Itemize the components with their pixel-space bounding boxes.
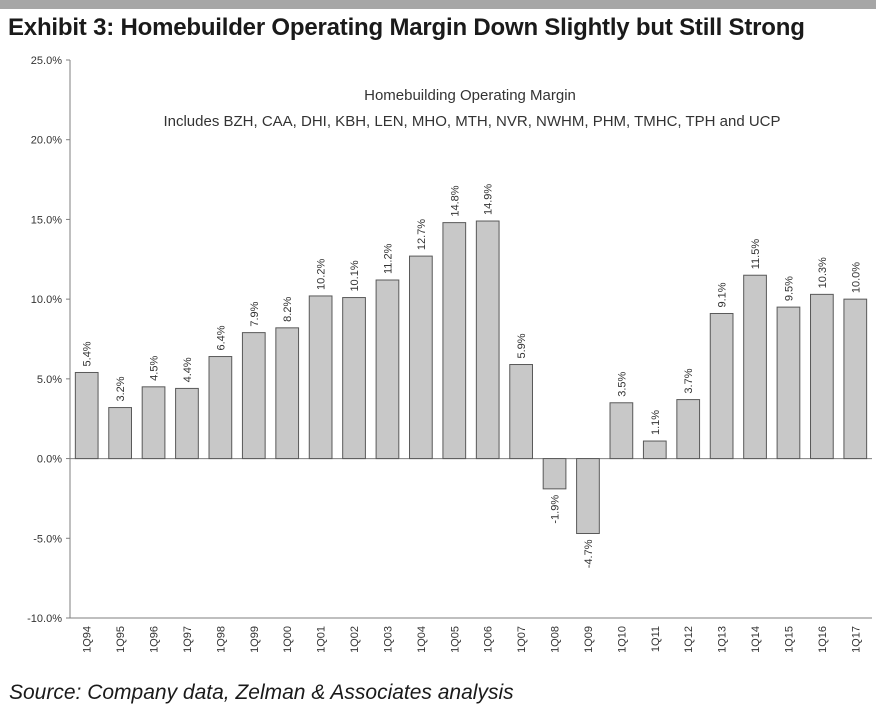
x-tick-label: 1Q02 [349,626,361,653]
data-label: 11.2% [382,243,394,274]
data-label: 10.2% [316,259,328,290]
bar-1Q94 [74,371,99,460]
y-tick-label: -10.0% [27,613,62,625]
x-tick-label: 1Q15 [783,626,795,653]
chart-subtitle: Includes BZH, CAA, DHI, KBH, LEN, MHO, M… [163,113,780,130]
x-tick-label: 1Q94 [82,626,94,653]
y-tick-label: 20.0% [31,135,62,147]
data-label: 12.7% [416,219,428,250]
x-tick-label: 1Q99 [249,626,261,653]
bar-1Q08 [542,458,567,490]
data-label: 9.1% [717,282,729,307]
x-tick-label: 1Q17 [850,626,862,653]
data-label: 8.2% [282,297,294,322]
bar-1Q98 [208,356,233,460]
bar-1Q99 [241,332,266,460]
x-tick-label: 1Q01 [316,626,328,653]
x-axis: 1Q94 1Q95 1Q96 1Q97 1Q98 1Q99 1Q00 1Q01 1Q02 1Q03… [82,626,863,653]
x-tick-label: 1Q96 [149,626,161,653]
bar-1Q05 [442,222,467,460]
data-label: 1.1% [650,410,662,435]
bar-1Q12 [676,399,701,460]
y-tick-label: 10.0% [31,294,62,306]
data-label: -4.7% [583,539,595,568]
data-label: 10.0% [850,262,862,293]
data-label: 4.5% [149,356,161,381]
data-label: 4.4% [182,357,194,382]
source-note: Source: Company data, Zelman & Associate… [9,681,514,704]
bar-1Q17 [843,298,868,460]
exhibit-title: Exhibit 3: Homebuilder Operating Margin … [8,14,805,41]
x-tick-label: 1Q97 [182,626,194,653]
data-label: 3.7% [683,368,695,393]
x-tick-label: 1Q05 [449,626,461,653]
data-label: 10.1% [349,260,361,291]
y-tick-label: -5.0% [33,533,62,545]
x-tick-label: 1Q12 [683,626,695,653]
bar-1Q01 [308,295,333,460]
x-tick-label: 1Q98 [215,626,227,653]
data-label: 7.9% [249,301,261,326]
bar-1Q95 [108,407,132,460]
bars [74,220,868,535]
x-tick-label: 1Q07 [516,626,528,653]
data-label: 11.5% [750,239,762,270]
x-tick-label: 1Q03 [382,626,394,653]
top-band [0,0,876,9]
bar-1Q96 [141,386,166,460]
y-tick-label: 15.0% [31,214,62,226]
bar-1Q13 [709,312,734,460]
x-tick-label: 1Q16 [817,626,829,653]
x-tick-label: 1Q10 [616,626,628,653]
bar-1Q15 [776,306,801,460]
bar-1Q14 [743,274,767,460]
bar-1Q97 [175,387,199,460]
bar-1Q11 [642,440,667,460]
data-label: 5.9% [516,333,528,358]
y-axis: -10.0% -5.0% 0.0% 5.0% 10.0% 15.0% 20.0% 25.0% [27,55,70,625]
bar-1Q07 [509,364,533,460]
data-label: 14.8% [449,185,461,216]
data-labels: 5.4% 3.2% 4.5% 4.4% 6.4% 7.9% 8.2% 10.2% 10.1% 11… [82,184,863,569]
y-tick-label: 25.0% [31,55,62,67]
bar-1Q03 [375,279,400,460]
x-tick-label: 1Q00 [282,626,294,653]
y-tick-label: 0.0% [37,454,62,466]
bar-1Q10 [609,402,634,460]
bar-1Q04 [409,255,433,460]
data-label: -1.9% [550,495,562,524]
x-tick-label: 1Q11 [650,626,662,652]
data-label: 5.4% [82,341,94,366]
data-label: 3.5% [616,371,628,396]
data-label: 14.9% [483,184,495,215]
x-tick-label: 1Q95 [115,626,127,653]
x-tick-label: 1Q08 [550,626,562,653]
x-tick-label: 1Q04 [416,626,428,653]
chart-title: Homebuilding Operating Margin [364,87,576,104]
x-tick-label: 1Q06 [483,626,495,653]
data-label: 6.4% [215,325,227,350]
bar-1Q00 [275,327,300,460]
bar-1Q09 [576,458,600,535]
data-label: 3.2% [115,376,127,401]
plot-area [69,60,872,619]
data-label: 9.5% [783,276,795,301]
bar-1Q16 [810,293,834,460]
x-tick-label: 1Q09 [583,626,595,653]
data-label: 10.3% [817,257,829,288]
x-tick-label: 1Q13 [717,626,729,653]
x-tick-label: 1Q14 [750,626,762,653]
y-tick-label: 5.0% [37,374,62,386]
bar-1Q02 [342,297,366,460]
bar-1Q06 [475,220,500,460]
